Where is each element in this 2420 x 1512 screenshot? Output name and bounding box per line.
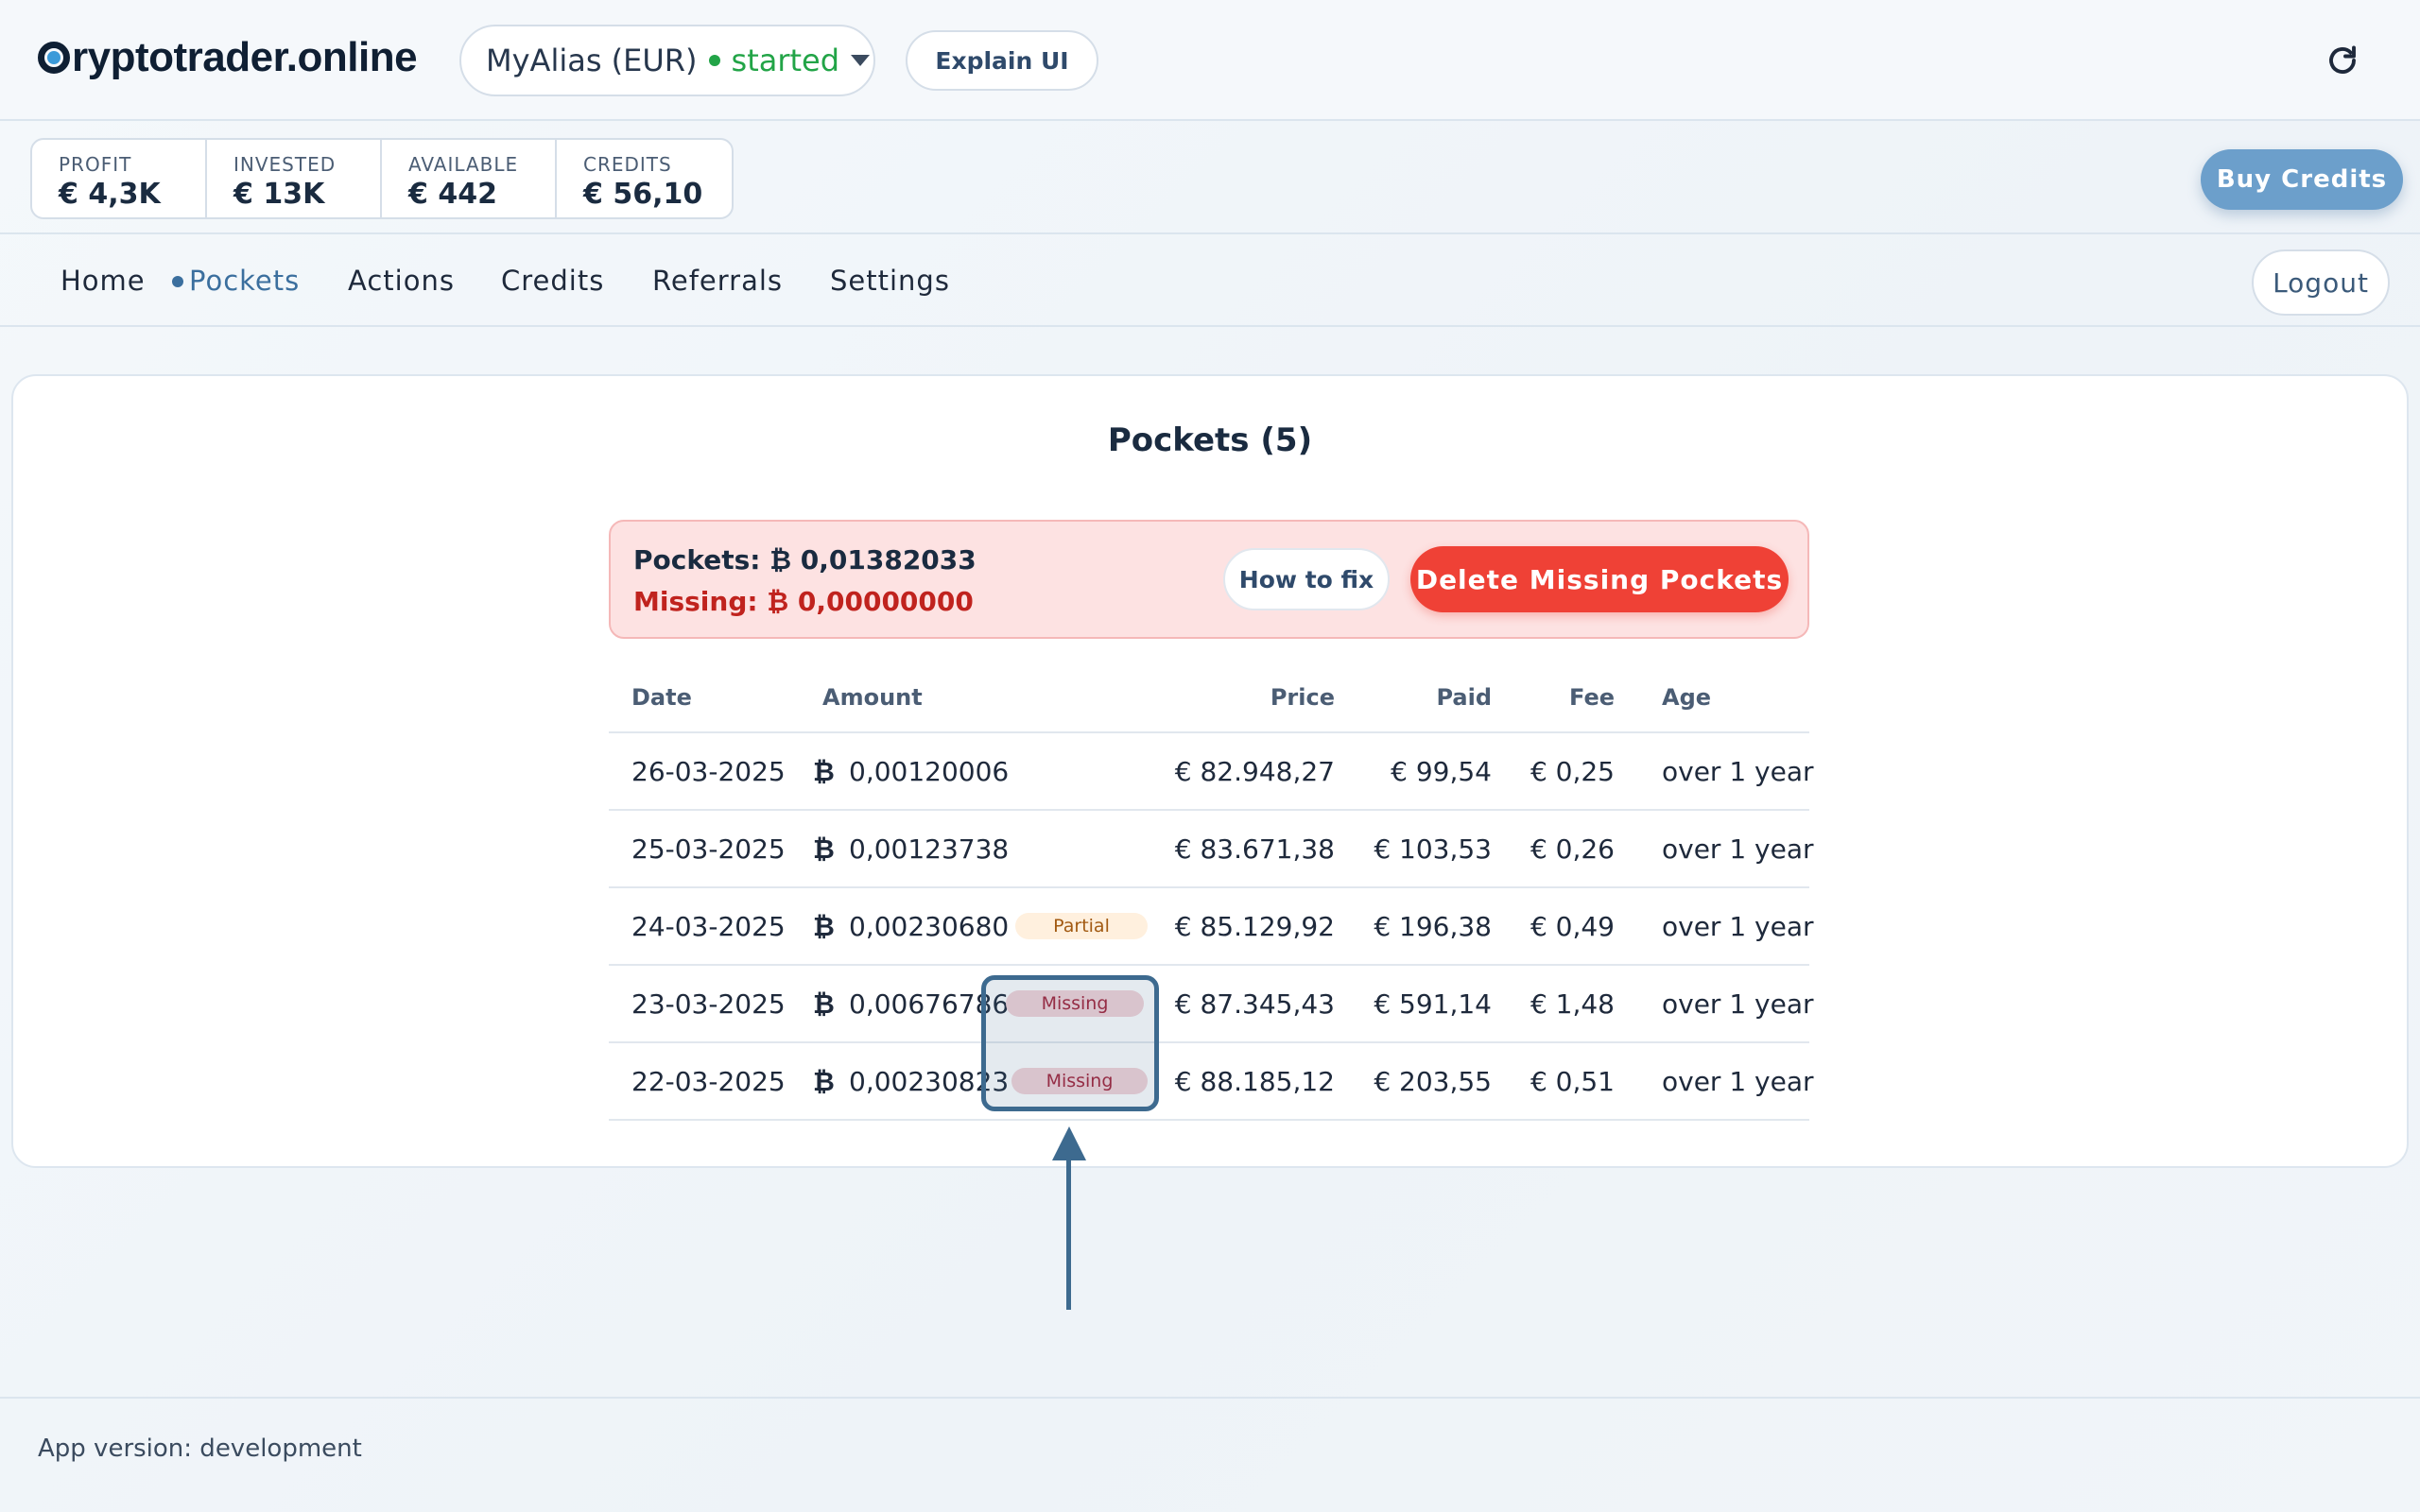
cell-amount: 0,00123738 (849, 833, 1010, 865)
stat-value: € 56,10 (583, 178, 703, 211)
cell-price: € 87.345,43 (1174, 988, 1335, 1020)
cell-age: over 1 year (1662, 756, 1814, 787)
cell-age: over 1 year (1662, 988, 1814, 1020)
missing-badge: Missing (1006, 990, 1144, 1017)
stat-value: € 4,3K (59, 178, 161, 211)
cell-date: 25-03-2025 (631, 833, 786, 865)
nav-item-referrals[interactable]: Referrals (652, 265, 784, 297)
stat-value: € 13K (233, 178, 325, 211)
stat-invested: INVESTED € 13K (207, 140, 382, 217)
bitcoin-icon: ₿ (813, 988, 835, 1020)
cell-date: 23-03-2025 (631, 988, 786, 1020)
cell-paid: € 203,55 (1374, 1066, 1492, 1097)
main-nav: Home Pockets Actions Credits Referrals S… (0, 236, 2420, 327)
table-row[interactable]: 24-03-2025 ₿ 0,00230680 Partial € 85.129… (609, 888, 1814, 966)
cell-price: € 85.129,92 (1174, 911, 1335, 942)
table-header: Date Amount Price Paid Fee Age (609, 662, 1809, 733)
alias-name: MyAlias (EUR) (486, 43, 698, 78)
alias-select[interactable]: MyAlias (EUR) started (459, 25, 875, 96)
cell-paid: € 99,54 (1391, 756, 1492, 787)
cell-age: over 1 year (1662, 911, 1814, 942)
cell-fee: € 0,49 (1530, 911, 1615, 942)
pockets-table: Date Amount Price Paid Fee Age 26-03-202… (609, 662, 1814, 1121)
annotation-arrow-line (1066, 1159, 1071, 1310)
annotation-arrow-up-icon (1052, 1126, 1086, 1160)
stats-summary: PROFIT € 4,3K INVESTED € 13K AVAILABLE €… (30, 138, 734, 219)
stat-label: INVESTED (233, 153, 337, 176)
app-version: App version: development (38, 1435, 362, 1463)
stats-bar: PROFIT € 4,3K INVESTED € 13K AVAILABLE €… (0, 123, 2420, 234)
page-title: Pockets (5) (1107, 421, 1313, 459)
cell-age: over 1 year (1662, 833, 1814, 865)
cell-price: € 83.671,38 (1174, 833, 1335, 865)
top-header: ryptotrader.online MyAlias (EUR) started… (0, 0, 2420, 121)
stat-available: AVAILABLE € 442 (382, 140, 557, 217)
stat-label: AVAILABLE (408, 153, 519, 176)
partial-badge: Partial (1015, 913, 1148, 939)
header-age[interactable]: Age (1662, 684, 1712, 711)
stat-profit: PROFIT € 4,3K (32, 140, 207, 217)
stat-label: PROFIT (59, 153, 132, 176)
refresh-icon[interactable] (2325, 43, 2360, 77)
cell-price: € 82.948,27 (1174, 756, 1335, 787)
logo-c-icon (38, 42, 70, 74)
header-amount[interactable]: Amount (822, 684, 923, 711)
logo-text: ryptotrader.online (72, 34, 418, 80)
active-dot-icon (172, 276, 183, 287)
pockets-total: Pockets: ₿ 0,01382033 (633, 544, 977, 576)
cell-paid: € 196,38 (1374, 911, 1492, 942)
table-row[interactable]: 23-03-2025 ₿ 0,00676786 Missing € 87.345… (609, 966, 1814, 1043)
header-price[interactable]: Price (1270, 684, 1335, 711)
pockets-card (11, 374, 2409, 1168)
nav-item-home[interactable]: Home (60, 265, 146, 297)
caret-down-icon (851, 55, 871, 66)
cell-date: 26-03-2025 (631, 756, 786, 787)
nav-item-settings[interactable]: Settings (830, 265, 950, 297)
cell-fee: € 0,25 (1530, 756, 1615, 787)
cell-price: € 88.185,12 (1174, 1066, 1335, 1097)
bitcoin-icon: ₿ (813, 911, 835, 942)
missing-badge: Missing (1011, 1068, 1148, 1094)
cell-amount: 0,00120006 (849, 756, 1010, 787)
nav-item-credits[interactable]: Credits (501, 265, 605, 297)
how-to-fix-button[interactable]: How to fix (1223, 548, 1390, 610)
cell-fee: € 0,51 (1530, 1066, 1615, 1097)
bitcoin-icon: ₿ (813, 1066, 835, 1097)
table-row[interactable]: 22-03-2025 ₿ 0,00230823 Missing € 88.185… (609, 1043, 1814, 1121)
status-dot-icon (708, 55, 720, 66)
cell-date: 24-03-2025 (631, 911, 786, 942)
delete-missing-pockets-button[interactable]: Delete Missing Pockets (1410, 546, 1789, 612)
explain-ui-button[interactable]: Explain UI (906, 30, 1098, 91)
missing-total: Missing: ₿ 0,00000000 (633, 586, 974, 617)
alias-status: started (731, 43, 840, 78)
cell-date: 22-03-2025 (631, 1066, 786, 1097)
header-fee[interactable]: Fee (1569, 684, 1615, 711)
footer: App version: development (0, 1397, 2420, 1512)
buy-credits-button[interactable]: Buy Credits (2201, 149, 2403, 210)
app-logo[interactable]: ryptotrader.online (38, 34, 418, 81)
missing-alert: Pockets: ₿ 0,01382033 Missing: ₿ 0,00000… (609, 520, 1809, 639)
nav-item-actions[interactable]: Actions (348, 265, 455, 297)
cell-fee: € 0,26 (1530, 833, 1615, 865)
logout-button[interactable]: Logout (2252, 249, 2390, 316)
cell-paid: € 591,14 (1374, 988, 1492, 1020)
cell-age: over 1 year (1662, 1066, 1814, 1097)
bitcoin-icon: ₿ (813, 833, 835, 865)
cell-amount: 0,00230680 (849, 911, 1010, 942)
cell-paid: € 103,53 (1374, 833, 1492, 865)
nav-item-pockets[interactable]: Pockets (189, 265, 301, 297)
stat-label: CREDITS (583, 153, 672, 176)
table-row[interactable]: 26-03-2025 ₿ 0,00120006 € 82.948,27 € 99… (609, 733, 1814, 811)
stat-value: € 442 (408, 178, 497, 211)
bitcoin-icon: ₿ (813, 756, 835, 787)
header-paid[interactable]: Paid (1436, 684, 1492, 711)
stat-credits: CREDITS € 56,10 (557, 140, 732, 217)
header-date[interactable]: Date (631, 684, 692, 711)
table-row[interactable]: 25-03-2025 ₿ 0,00123738 € 83.671,38 € 10… (609, 811, 1814, 888)
cell-fee: € 1,48 (1530, 988, 1615, 1020)
annotation-highlight-box (981, 975, 1159, 1111)
